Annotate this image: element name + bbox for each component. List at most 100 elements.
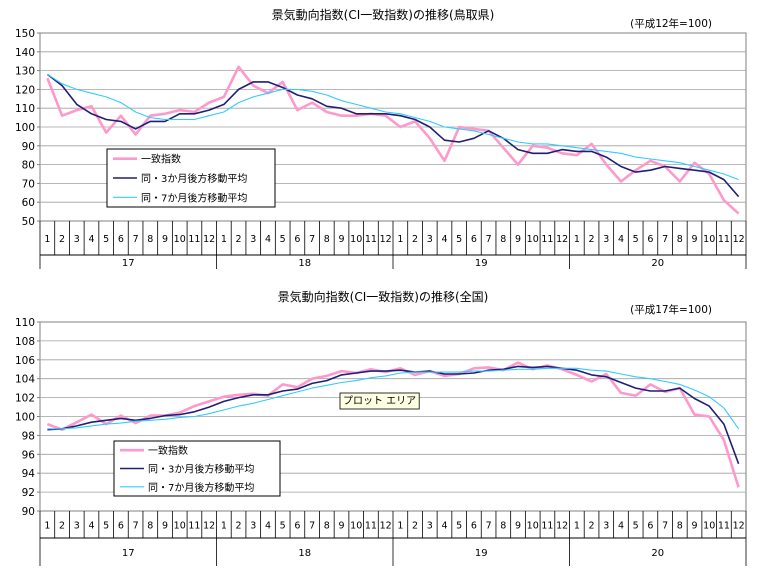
x-tick-label: 9 (338, 521, 344, 532)
y-tick-label: 100 (15, 412, 35, 424)
series-line-3 (47, 73, 739, 181)
x-tick-label: 9 (691, 521, 697, 532)
legend-label: 同・3か月後方移動平均 (141, 172, 247, 185)
x-tick-label: 10 (703, 521, 715, 532)
y-tick-label: 110 (15, 317, 35, 329)
x-tick-label: 4 (618, 234, 624, 245)
x-tick-label: 11 (188, 521, 200, 532)
x-tick-label: 11 (365, 234, 377, 245)
y-tick-label: 92 (22, 487, 35, 499)
x-tick-label: 2 (412, 234, 418, 245)
base-year-note: (平成17年=100) (630, 303, 712, 316)
x-tick-label: 12 (733, 521, 745, 532)
x-tick-label: 10 (703, 234, 715, 245)
x-tick-label: 5 (633, 521, 639, 532)
y-tick-label: 150 (15, 28, 35, 40)
x-tick-label: 12 (380, 521, 392, 532)
x-tick-label: 12 (556, 234, 568, 245)
series-line-2 (46, 73, 740, 198)
x-tick-label: 12 (203, 234, 215, 245)
x-tick-label: 6 (118, 521, 124, 532)
x-tick-label: 6 (647, 234, 653, 245)
x-tick-label: 2 (59, 234, 65, 245)
x-tick-label: 10 (174, 234, 186, 245)
x-tick-label: 2 (236, 234, 242, 245)
x-tick-label: 2 (412, 521, 418, 532)
y-tick-label: 50 (22, 216, 35, 228)
year-label: 20 (651, 548, 664, 559)
x-tick-label: 11 (541, 521, 553, 532)
series-line-1 (46, 65, 740, 215)
x-tick-label: 8 (147, 521, 153, 532)
y-tick-label: 104 (15, 374, 35, 386)
x-tick-label: 12 (203, 521, 215, 532)
x-tick-label: 3 (603, 521, 609, 532)
year-label: 18 (298, 258, 311, 269)
y-tick-label: 90 (22, 506, 35, 518)
y-tick-label: 90 (22, 141, 35, 153)
x-tick-label: 11 (718, 234, 730, 245)
x-tick-label: 3 (427, 234, 433, 245)
x-tick-label: 3 (250, 234, 256, 245)
y-tick-label: 96 (22, 449, 36, 461)
chart-title: 景気動向指数(CI一致指数)の推移(鳥取県) (272, 7, 495, 22)
x-tick-label: 5 (103, 521, 109, 532)
x-tick-label: 6 (647, 521, 653, 532)
x-tick-label: 8 (147, 234, 153, 245)
y-tick-label: 106 (15, 355, 35, 367)
x-tick-label: 10 (174, 521, 186, 532)
y-tick-label: 102 (15, 393, 35, 405)
x-tick-label: 10 (350, 234, 362, 245)
x-tick-label: 1 (221, 234, 227, 245)
x-tick-label: 3 (74, 521, 80, 532)
x-tick-label: 5 (456, 521, 462, 532)
x-tick-label: 11 (541, 234, 553, 245)
x-tick-label: 5 (633, 234, 639, 245)
x-tick-label: 11 (188, 234, 200, 245)
x-tick-label: 10 (527, 234, 539, 245)
x-tick-label: 9 (162, 521, 168, 532)
plot-area-tooltip: プロット エリア (343, 395, 416, 407)
legend-label: 一致指数 (141, 153, 181, 166)
x-tick-label: 10 (527, 521, 539, 532)
base-year-note: (平成12年=100) (630, 17, 712, 30)
x-tick-label: 2 (59, 521, 65, 532)
x-tick-label: 5 (280, 234, 286, 245)
legend-label: 同・7か月後方移動平均 (141, 191, 247, 204)
x-tick-label: 4 (618, 521, 624, 532)
chart-title: 景気動向指数(CI一致指数)の推移(全国) (278, 289, 489, 304)
year-label: 18 (298, 548, 311, 559)
x-tick-label: 7 (133, 521, 139, 532)
x-tick-label: 9 (338, 234, 344, 245)
y-tick-label: 120 (15, 84, 35, 96)
x-tick-label: 9 (515, 234, 521, 245)
x-tick-label: 4 (441, 234, 447, 245)
x-tick-label: 8 (500, 234, 506, 245)
x-tick-label: 8 (500, 521, 506, 532)
plot-area-tooltip-box (339, 392, 420, 410)
year-label: 17 (122, 258, 135, 269)
x-tick-label: 5 (280, 521, 286, 532)
y-tick-label: 70 (22, 178, 35, 190)
y-tick-label: 140 (15, 47, 35, 59)
x-tick-label: 9 (515, 521, 521, 532)
x-tick-label: 2 (236, 521, 242, 532)
x-tick-label: 6 (471, 521, 477, 532)
x-tick-label: 7 (486, 234, 492, 245)
x-tick-label: 6 (471, 234, 477, 245)
x-tick-label: 12 (380, 234, 392, 245)
x-tick-label: 11 (365, 521, 377, 532)
legend-label: 同・7か月後方移動平均 (148, 481, 254, 494)
year-label: 19 (475, 548, 488, 559)
x-tick-label: 1 (44, 521, 50, 532)
x-tick-label: 6 (118, 234, 124, 245)
x-tick-label: 2 (589, 521, 595, 532)
x-tick-label: 4 (265, 521, 271, 532)
x-tick-label: 1 (574, 521, 580, 532)
series-line-2 (47, 365, 740, 465)
x-tick-label: 4 (441, 521, 447, 532)
x-tick-label: 5 (103, 234, 109, 245)
y-tick-label: 60 (22, 197, 35, 209)
